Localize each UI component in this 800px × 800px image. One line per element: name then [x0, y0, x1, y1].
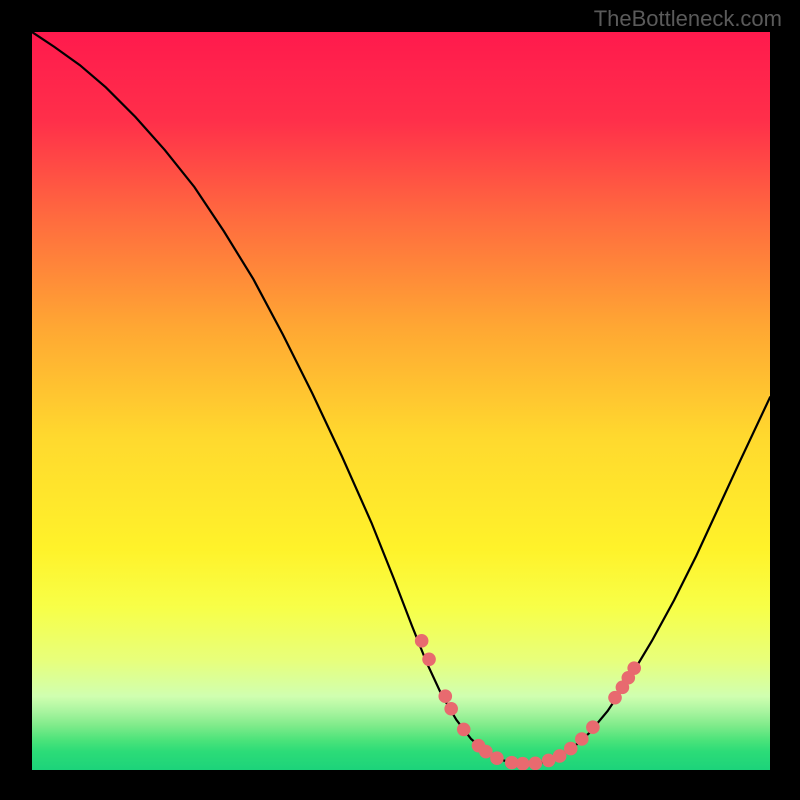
chart-curve-layer	[32, 32, 770, 770]
curve-markers-group	[415, 634, 641, 770]
watermark-text: TheBottleneck.com	[594, 6, 782, 32]
curve-marker	[415, 634, 429, 648]
curve-marker	[627, 661, 641, 675]
curve-marker	[457, 723, 471, 737]
curve-marker	[553, 749, 567, 763]
curve-marker	[529, 757, 543, 770]
curve-marker	[575, 732, 589, 746]
curve-marker	[444, 702, 458, 716]
curve-marker	[422, 653, 436, 667]
chart-plot-area	[32, 32, 770, 770]
bottleneck-curve	[32, 32, 770, 764]
curve-marker	[490, 751, 504, 765]
curve-marker	[586, 720, 600, 734]
curve-marker	[438, 689, 452, 703]
curve-marker	[516, 757, 530, 770]
curve-marker	[564, 742, 578, 756]
